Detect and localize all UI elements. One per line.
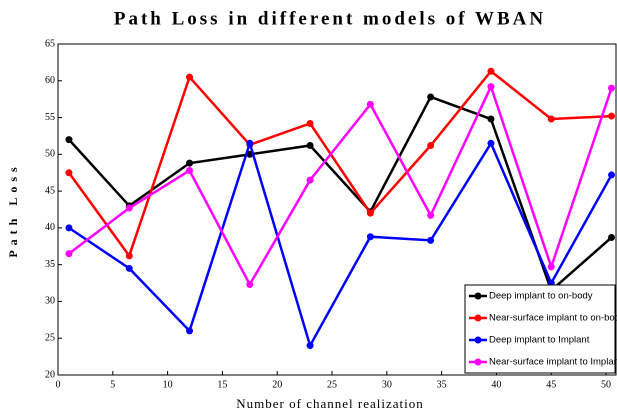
data-point — [608, 171, 616, 179]
data-point — [427, 236, 435, 244]
x-axis-label: Number of channel realization — [236, 396, 423, 411]
x-tick-label: 20 — [272, 379, 282, 390]
chart-title: Path Loss in different models of WBAN — [114, 8, 546, 29]
x-tick-label: 10 — [163, 379, 173, 390]
y-tick-label: 60 — [45, 75, 55, 86]
series-line — [68, 83, 613, 288]
data-point — [427, 142, 435, 150]
x-tick-label: 35 — [437, 379, 447, 390]
legend-marker — [474, 336, 482, 344]
data-point — [125, 204, 133, 212]
data-point — [608, 84, 616, 92]
data-point — [65, 250, 73, 258]
legend-marker — [474, 292, 482, 300]
y-tick-label: 35 — [45, 259, 55, 270]
y-tick-label: 45 — [45, 185, 55, 196]
data-point — [125, 252, 133, 260]
data-point — [366, 209, 374, 217]
data-point — [306, 119, 314, 127]
data-point — [186, 159, 194, 167]
plot-frame — [57, 43, 617, 376]
y-tick-label: 30 — [45, 296, 55, 307]
legend-box — [464, 284, 616, 374]
data-point — [125, 264, 133, 272]
data-point — [65, 224, 73, 232]
y-tick-label: 40 — [45, 222, 55, 233]
y-tick-label: 55 — [45, 112, 55, 123]
y-tick-label: 25 — [45, 333, 55, 344]
data-point — [65, 169, 73, 177]
data-point — [366, 100, 374, 108]
data-point — [427, 211, 435, 219]
legend-label: Deep implant to on-body — [489, 291, 593, 302]
x-tick-label: 25 — [327, 379, 337, 390]
data-point — [608, 233, 616, 241]
data-point — [246, 281, 254, 289]
data-point — [186, 73, 194, 81]
series-line — [67, 69, 612, 259]
x-tick-label: 15 — [217, 379, 227, 390]
data-point — [547, 263, 555, 271]
legend-label: Deep implant to Implant — [489, 335, 590, 346]
legend-label: Near-surface implant to Implant — [489, 357, 617, 368]
x-tick-label: 30 — [382, 379, 392, 390]
x-tick-label: 5 — [110, 379, 115, 390]
data-point — [547, 115, 555, 123]
data-point — [487, 139, 495, 147]
y-axis-label: Path Loss — [6, 162, 20, 257]
data-point — [306, 342, 314, 350]
x-tick-label: 40 — [491, 379, 501, 390]
data-point — [246, 139, 254, 147]
data-point — [487, 83, 495, 91]
x-tick-label: 0 — [56, 379, 61, 390]
data-point — [306, 142, 314, 150]
data-point — [186, 327, 194, 335]
data-point — [306, 176, 314, 184]
data-point — [186, 167, 194, 175]
series-line — [68, 95, 613, 293]
legend-label: Near-surface implant to on-body — [489, 313, 617, 324]
data-point — [487, 115, 495, 123]
legend-marker — [474, 314, 482, 322]
data-point — [608, 112, 616, 120]
legend-marker — [474, 358, 482, 366]
data-point — [427, 93, 435, 101]
y-tick-label: 20 — [45, 369, 55, 380]
data-point — [65, 136, 73, 144]
legend: Deep implant to on-body Near-surface impl… — [464, 284, 617, 374]
data-point — [366, 233, 374, 241]
y-tick-label: 50 — [45, 149, 55, 160]
x-tick-label: 45 — [546, 379, 556, 390]
y-tick-label: 65 — [45, 38, 55, 49]
x-tick-label: 50 — [601, 379, 611, 390]
series-line — [68, 139, 613, 349]
data-point — [487, 67, 495, 75]
